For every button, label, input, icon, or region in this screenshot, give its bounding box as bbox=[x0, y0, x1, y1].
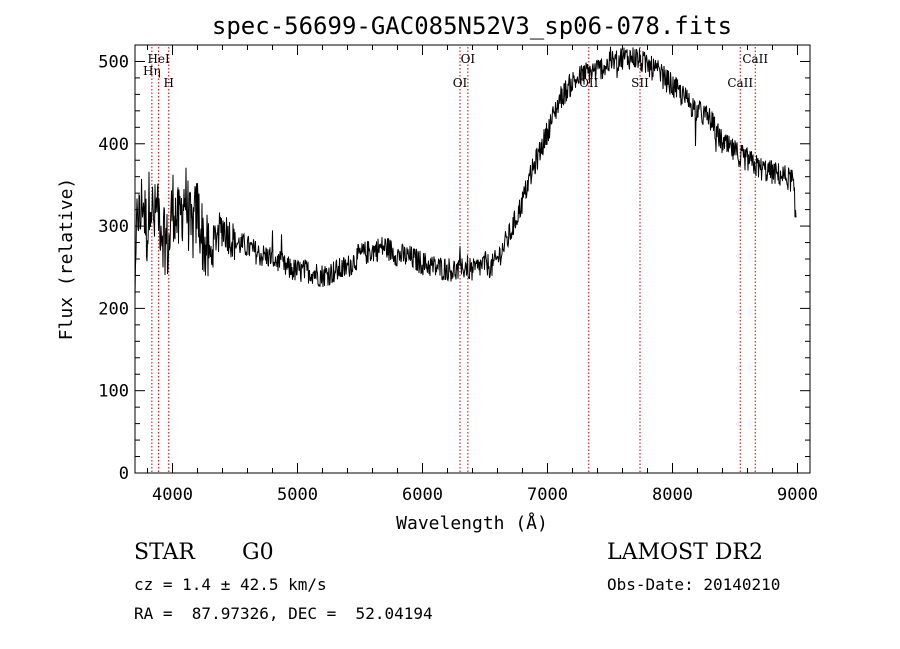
y-tick-label: 400 bbox=[98, 135, 129, 155]
survey-label: LAMOST DR2 bbox=[607, 540, 763, 565]
coordinates-text: RA = 87.97326, DEC = 52.04194 bbox=[134, 604, 433, 623]
y-tick-label: 0 bbox=[119, 464, 129, 484]
line-marker-label: CaII bbox=[727, 76, 753, 90]
x-tick-label: 7000 bbox=[527, 485, 568, 505]
chart-title: spec-56699-GAC085N52V3_sp06-078.fits bbox=[212, 12, 732, 40]
object-class: STAR bbox=[134, 540, 195, 565]
line-marker-label: Hη bbox=[143, 64, 161, 78]
redshift-text: cz = 1.4 ± 42.5 km/s bbox=[134, 575, 327, 594]
subclass: G0 bbox=[242, 540, 274, 565]
x-tick-label: 5000 bbox=[277, 485, 318, 505]
x-tick-label: 4000 bbox=[152, 485, 193, 505]
x-axis: 4000 5000 6000 7000 8000 9000 bbox=[147, 45, 818, 505]
obs-date: Obs-Date: 20140210 bbox=[607, 575, 781, 594]
line-marker-label: OI bbox=[461, 52, 476, 66]
x-axis-label: Wavelength (Å) bbox=[396, 512, 548, 534]
line-marker-label: CaII bbox=[742, 52, 768, 66]
y-tick-label: 300 bbox=[98, 217, 129, 237]
x-tick-label: 8000 bbox=[652, 485, 693, 505]
line-marker-label: OI bbox=[453, 76, 468, 90]
line-marker-label: HeI bbox=[147, 52, 170, 66]
y-axis: 0 100 200 300 400 500 bbox=[98, 52, 810, 484]
y-tick-label: 500 bbox=[98, 52, 129, 72]
plot-frame bbox=[134, 44, 811, 474]
x-tick-label: 6000 bbox=[402, 485, 443, 505]
x-tick-label: 9000 bbox=[777, 485, 818, 505]
y-tick-label: 100 bbox=[98, 382, 129, 402]
y-axis-label: Flux (relative) bbox=[56, 178, 77, 341]
line-marker-label: H bbox=[164, 76, 174, 90]
series-line bbox=[134, 46, 797, 297]
y-tick-label: 200 bbox=[98, 299, 129, 319]
line-marker-label: SII bbox=[631, 76, 649, 90]
